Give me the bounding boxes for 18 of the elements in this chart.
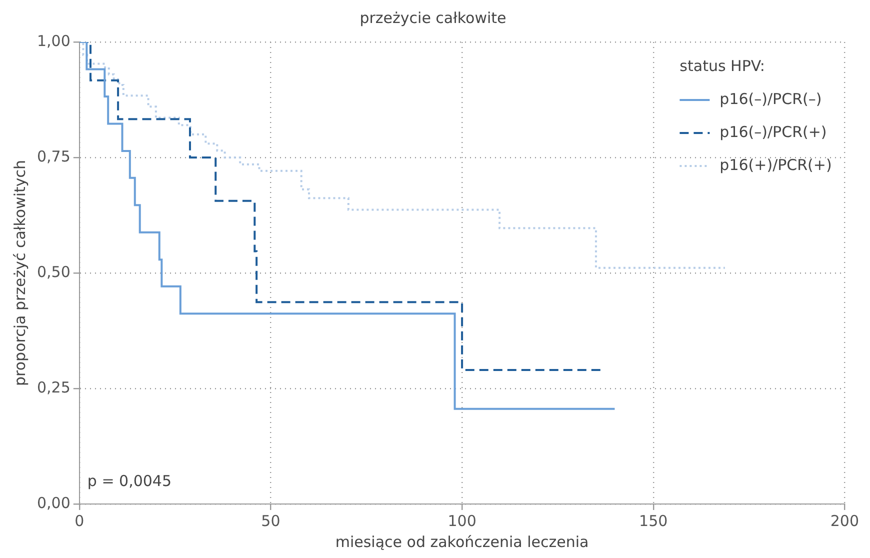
legend-label: p16(+)/PCR(+) (720, 156, 832, 174)
y-axis-title: proporcja przeżyć całkowitych (10, 160, 29, 386)
legend-title: status HPV: (680, 56, 765, 75)
y-tick-label: 1,00 (36, 32, 70, 50)
y-tick-label: 0,50 (36, 262, 70, 281)
y-tick-label: 0,25 (36, 378, 70, 396)
legend-label: p16(–)/PCR(+) (720, 122, 827, 141)
y-tick-label: 0,75 (36, 147, 70, 166)
x-tick-label: 0 (74, 512, 84, 530)
x-tick-label: 100 (448, 512, 476, 530)
x-tick-label: 50 (261, 512, 280, 530)
x-tick-label: 200 (830, 512, 860, 530)
legend-label: p16(–)/PCR(–) (720, 90, 822, 108)
y-tick-label: 0,00 (36, 494, 70, 512)
chart-title: przeżycie całkowite (360, 8, 506, 27)
x-tick-label: 150 (639, 512, 668, 530)
x-axis-title: miesiące od zakończenia leczenia (335, 532, 589, 551)
annotation: p = 0,0045 (87, 472, 172, 490)
